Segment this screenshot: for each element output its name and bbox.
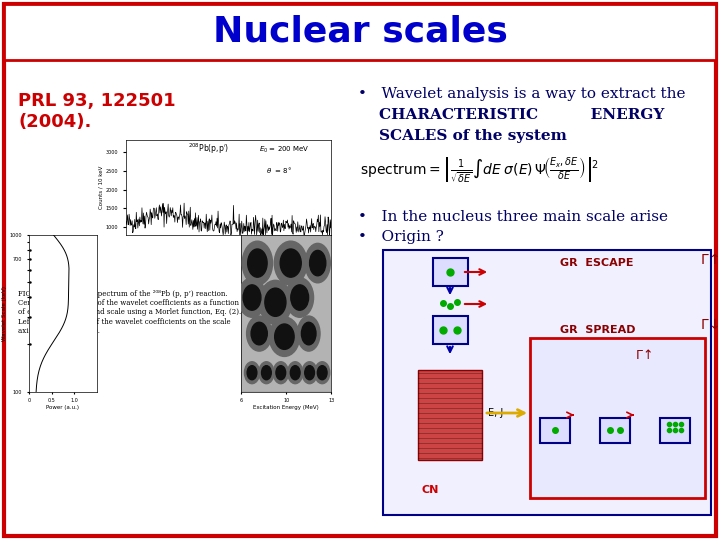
Bar <box>530 338 705 498</box>
Ellipse shape <box>251 322 267 345</box>
Ellipse shape <box>243 285 261 310</box>
Text: PRL 93, 122501
(2004).: PRL 93, 122501 (2004). <box>18 92 176 131</box>
X-axis label: Excitation Energy (MeV): Excitation Energy (MeV) <box>253 405 319 410</box>
Bar <box>540 417 570 442</box>
Text: CHARACTERISTIC          ENERGY: CHARACTERISTIC ENERGY <box>358 108 665 122</box>
Text: GR  ESCAPE: GR ESCAPE <box>560 258 634 268</box>
Ellipse shape <box>297 316 320 351</box>
Y-axis label: Counts / 10 keV: Counts / 10 keV <box>98 166 103 210</box>
Text: $\Gamma\!\uparrow$: $\Gamma\!\uparrow$ <box>700 253 719 267</box>
Text: •   Origin ?: • Origin ? <box>358 230 444 244</box>
Ellipse shape <box>310 251 325 276</box>
Text: $\Gamma\!\downarrow$: $\Gamma\!\downarrow$ <box>700 318 719 332</box>
Ellipse shape <box>269 317 300 356</box>
Bar <box>383 250 711 515</box>
Text: GR  SPREAD: GR SPREAD <box>560 325 636 335</box>
Text: •   Wavelet analysis is a way to extract the: • Wavelet analysis is a way to extract t… <box>358 87 685 101</box>
Ellipse shape <box>246 316 271 351</box>
Ellipse shape <box>286 278 314 318</box>
Text: Nuclear scales: Nuclear scales <box>212 15 508 49</box>
Text: CN: CN <box>421 485 438 495</box>
Ellipse shape <box>261 366 271 380</box>
Text: $\theta$  = 8°: $\theta$ = 8° <box>266 165 292 176</box>
Ellipse shape <box>302 362 318 383</box>
Ellipse shape <box>238 278 266 318</box>
Text: $\mathrm{spectrum} = \left|\frac{1}{\sqrt{\delta E}}\int dE\;\sigma(E)\,\Psi\!\l: $\mathrm{spectrum} = \left|\frac{1}{\sqr… <box>360 155 599 185</box>
Bar <box>433 316 467 344</box>
Bar <box>433 258 467 286</box>
Text: SCALES of the system: SCALES of the system <box>358 129 567 143</box>
Ellipse shape <box>305 366 315 380</box>
Ellipse shape <box>305 244 330 283</box>
Ellipse shape <box>280 249 301 277</box>
Ellipse shape <box>259 362 274 383</box>
Ellipse shape <box>276 366 286 380</box>
Text: FIG. 2.   Upper part: Spectrum of the ²⁰⁸Pb (p, p’) reaction.
Central part: Squa: FIG. 2. Upper part: Spectrum of the ²⁰⁸P… <box>18 290 241 335</box>
Ellipse shape <box>274 362 288 383</box>
Ellipse shape <box>274 241 307 285</box>
Ellipse shape <box>247 366 257 380</box>
Ellipse shape <box>259 280 292 324</box>
Bar <box>660 417 690 442</box>
Y-axis label: Wavelet Scale (keV): Wavelet Scale (keV) <box>1 286 6 341</box>
Ellipse shape <box>290 366 300 380</box>
Ellipse shape <box>291 285 309 310</box>
Ellipse shape <box>242 241 273 285</box>
Ellipse shape <box>302 322 316 345</box>
X-axis label: Power (a.u.): Power (a.u.) <box>47 405 79 410</box>
Bar <box>4 4 716 60</box>
Text: $\Gamma\!\uparrow$: $\Gamma\!\uparrow$ <box>635 348 652 362</box>
Text: $^{208}$Pb(p,p$^{\prime}$): $^{208}$Pb(p,p$^{\prime}$) <box>187 141 229 156</box>
Ellipse shape <box>318 366 327 380</box>
Bar <box>600 417 630 442</box>
Ellipse shape <box>248 249 267 277</box>
Text: •   In the nucleus three main scale arise: • In the nucleus three main scale arise <box>358 210 668 224</box>
Bar <box>418 370 482 460</box>
Ellipse shape <box>265 288 286 316</box>
Ellipse shape <box>245 362 260 383</box>
Text: $E_0$ = 200 MeV: $E_0$ = 200 MeV <box>259 145 310 155</box>
Ellipse shape <box>315 362 330 383</box>
Text: E, J: E, J <box>488 408 503 418</box>
Ellipse shape <box>275 324 294 349</box>
Ellipse shape <box>288 362 302 383</box>
